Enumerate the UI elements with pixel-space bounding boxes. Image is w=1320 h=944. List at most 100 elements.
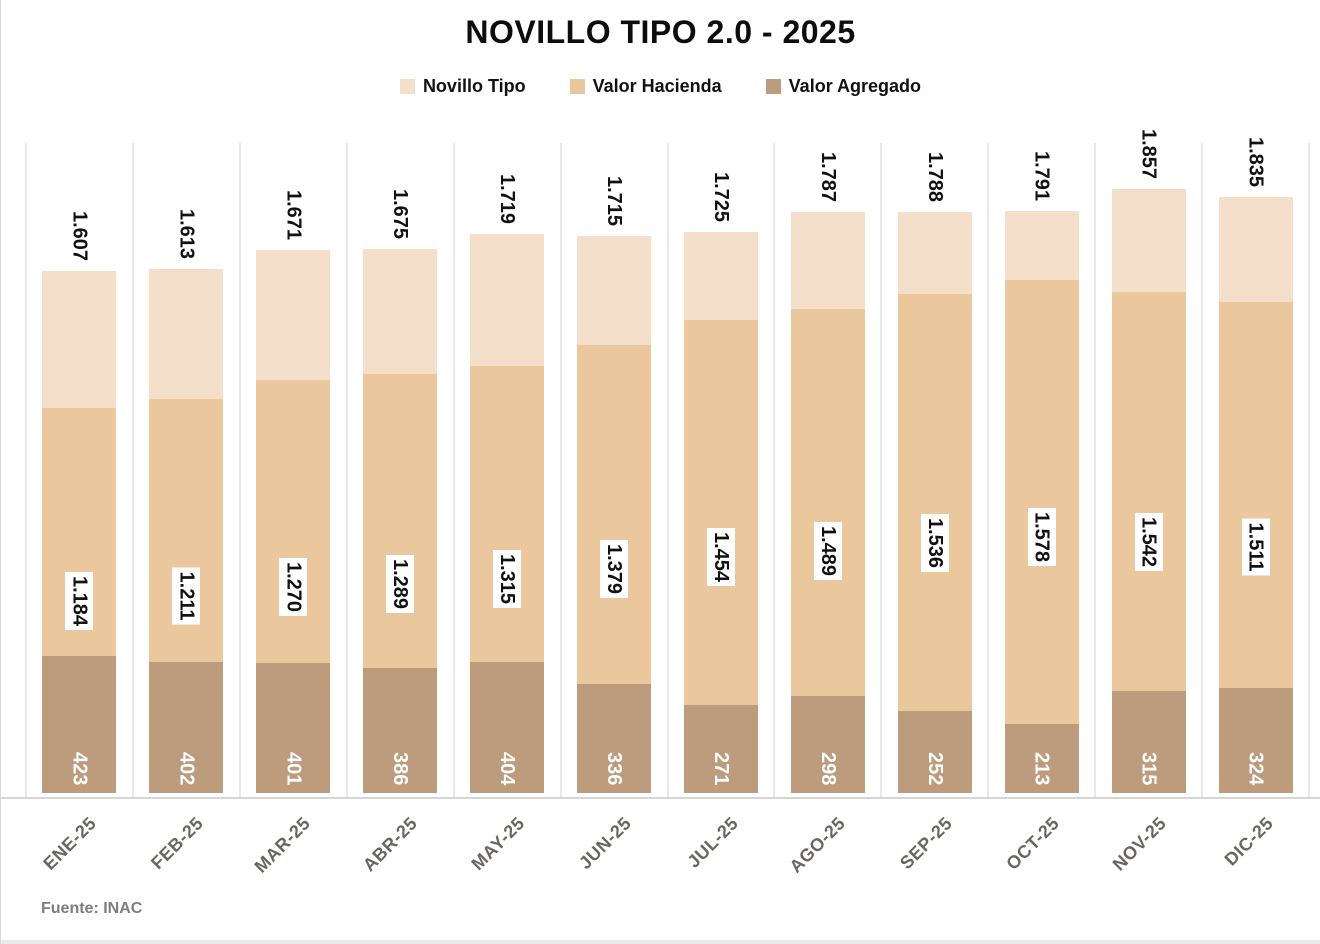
x-axis-label-text: ABR-25 xyxy=(359,813,422,876)
seg-novillo-tipo xyxy=(1111,189,1186,292)
bar-label-valor-agregado: 386 xyxy=(389,751,412,785)
chart-legend: Novillo Tipo Valor Hacienda Valor Agrega… xyxy=(1,76,1320,97)
seg-valor-hacienda xyxy=(790,309,865,697)
gridline xyxy=(880,143,883,797)
gridline xyxy=(1201,143,1204,797)
legend-label: Valor Hacienda xyxy=(592,76,722,96)
seg-valor-hacienda xyxy=(470,365,545,662)
seg-valor-agregado xyxy=(790,696,865,793)
legend-item-valor-hacienda: Valor Hacienda xyxy=(569,76,722,97)
bar-label-valor-hacienda: 1.542 xyxy=(1134,513,1163,572)
gridline xyxy=(345,143,348,797)
chart-title: NOVILLO TIPO 2.0 - 2025 xyxy=(465,14,856,50)
seg-valor-agregado xyxy=(1004,723,1079,793)
gridline xyxy=(1308,143,1310,797)
seg-valor-hacienda xyxy=(1218,301,1293,688)
bar-label-total: 1.857 xyxy=(1137,129,1160,180)
bar-label-valor-agregado: 213 xyxy=(1030,751,1053,785)
bar-label-total: 1.788 xyxy=(923,151,946,202)
seg-valor-hacienda xyxy=(363,374,438,668)
bar-DIC-25 xyxy=(1218,196,1293,793)
seg-novillo-tipo xyxy=(1218,196,1293,302)
seg-valor-agregado xyxy=(149,662,224,793)
gridline xyxy=(773,143,776,797)
legend-item-novillo-tipo: Novillo Tipo xyxy=(399,76,526,97)
bar-ABR-25 xyxy=(363,248,438,793)
x-axis-label-text: NOV-25 xyxy=(1108,813,1170,875)
seg-novillo-tipo xyxy=(577,235,652,345)
bar-label-valor-agregado: 324 xyxy=(1244,751,1267,785)
bar-label-valor-hacienda: 1.289 xyxy=(386,554,415,613)
bar-label-total: 1.613 xyxy=(175,208,198,259)
bar-NOV-25 xyxy=(1111,189,1186,793)
bar-AGO-25 xyxy=(790,212,865,793)
seg-novillo-tipo xyxy=(470,234,545,366)
bar-label-valor-hacienda: 1.270 xyxy=(279,557,308,616)
legend-item-valor-agregado: Valor Agregado xyxy=(765,76,922,97)
bar-JUN-25 xyxy=(577,235,652,793)
bar-label-valor-agregado: 404 xyxy=(496,751,519,785)
seg-valor-hacienda xyxy=(577,344,652,684)
seg-valor-hacienda xyxy=(256,380,331,663)
seg-novillo-tipo xyxy=(1004,210,1079,281)
bar-label-valor-agregado: 401 xyxy=(282,751,305,785)
x-axis-label-text: AGO-25 xyxy=(785,813,850,877)
bar-label-valor-hacienda: 1.211 xyxy=(172,567,201,625)
bar-label-valor-hacienda: 1.184 xyxy=(65,571,94,630)
seg-valor-agregado xyxy=(363,667,438,793)
seg-novillo-tipo xyxy=(256,249,331,381)
seg-valor-hacienda xyxy=(683,320,758,705)
x-axis-label-text: MAR-25 xyxy=(250,813,315,877)
x-axis-label-text: MAY-25 xyxy=(467,813,529,875)
bar-label-total: 1.719 xyxy=(496,174,519,225)
bar-label-total: 1.715 xyxy=(603,175,626,226)
seg-novillo-tipo xyxy=(683,232,758,321)
bar-label-valor-agregado: 271 xyxy=(709,751,732,785)
x-axis-label-text: ENE-25 xyxy=(39,813,101,874)
bar-label-valor-agregado: 315 xyxy=(1137,751,1160,785)
bar-label-total: 1.675 xyxy=(389,188,412,239)
bar-label-valor-hacienda: 1.315 xyxy=(493,550,522,609)
seg-valor-hacienda xyxy=(897,293,972,712)
legend-swatch-novillo-tipo xyxy=(399,79,415,94)
seg-valor-agregado xyxy=(42,655,117,793)
x-axis-label-text: OCT-25 xyxy=(1002,813,1063,874)
seg-novillo-tipo xyxy=(897,211,972,294)
legend-swatch-valor-agregado xyxy=(765,79,781,94)
gridline xyxy=(1094,143,1097,797)
seg-valor-hacienda xyxy=(1004,280,1079,724)
bar-label-valor-hacienda: 1.578 xyxy=(1027,507,1056,566)
source-note: Fuente: INAC xyxy=(41,900,143,917)
gridline xyxy=(238,143,241,797)
bar-OCT-25 xyxy=(1004,210,1079,793)
x-axis-label-text: JUN-25 xyxy=(575,813,636,874)
seg-valor-agregado xyxy=(256,662,331,793)
gridline xyxy=(25,143,27,797)
legend-label: Valor Agregado xyxy=(788,76,922,96)
x-axis-label-text: SEP-25 xyxy=(895,813,956,874)
bar-label-valor-agregado: 252 xyxy=(923,751,946,785)
bar-FEB-25 xyxy=(149,268,224,793)
bar-label-valor-agregado: 298 xyxy=(816,751,839,785)
seg-novillo-tipo xyxy=(363,248,438,375)
seg-valor-agregado xyxy=(577,683,652,793)
x-axis-label-text: DIC-25 xyxy=(1220,813,1277,870)
seg-valor-agregado xyxy=(897,711,972,793)
gridline xyxy=(131,143,134,797)
bar-label-total: 1.787 xyxy=(816,152,839,203)
legend-swatch-valor-hacienda xyxy=(569,79,585,94)
bar-label-valor-agregado: 402 xyxy=(175,751,198,785)
seg-valor-agregado xyxy=(683,704,758,793)
bar-label-valor-hacienda: 1.536 xyxy=(920,514,949,573)
bar-SEP-25 xyxy=(897,211,972,793)
bar-label-total: 1.791 xyxy=(1030,150,1053,201)
gridline xyxy=(559,143,562,797)
bar-MAR-25 xyxy=(256,249,331,793)
legend-label: Novillo Tipo xyxy=(422,76,526,96)
bar-MAY-25 xyxy=(470,234,545,793)
bar-label-total: 1.671 xyxy=(282,189,305,240)
seg-valor-hacienda xyxy=(1111,291,1186,691)
seg-valor-agregado xyxy=(1218,687,1293,793)
bar-label-total: 1.835 xyxy=(1244,136,1267,187)
gridline xyxy=(987,143,990,797)
